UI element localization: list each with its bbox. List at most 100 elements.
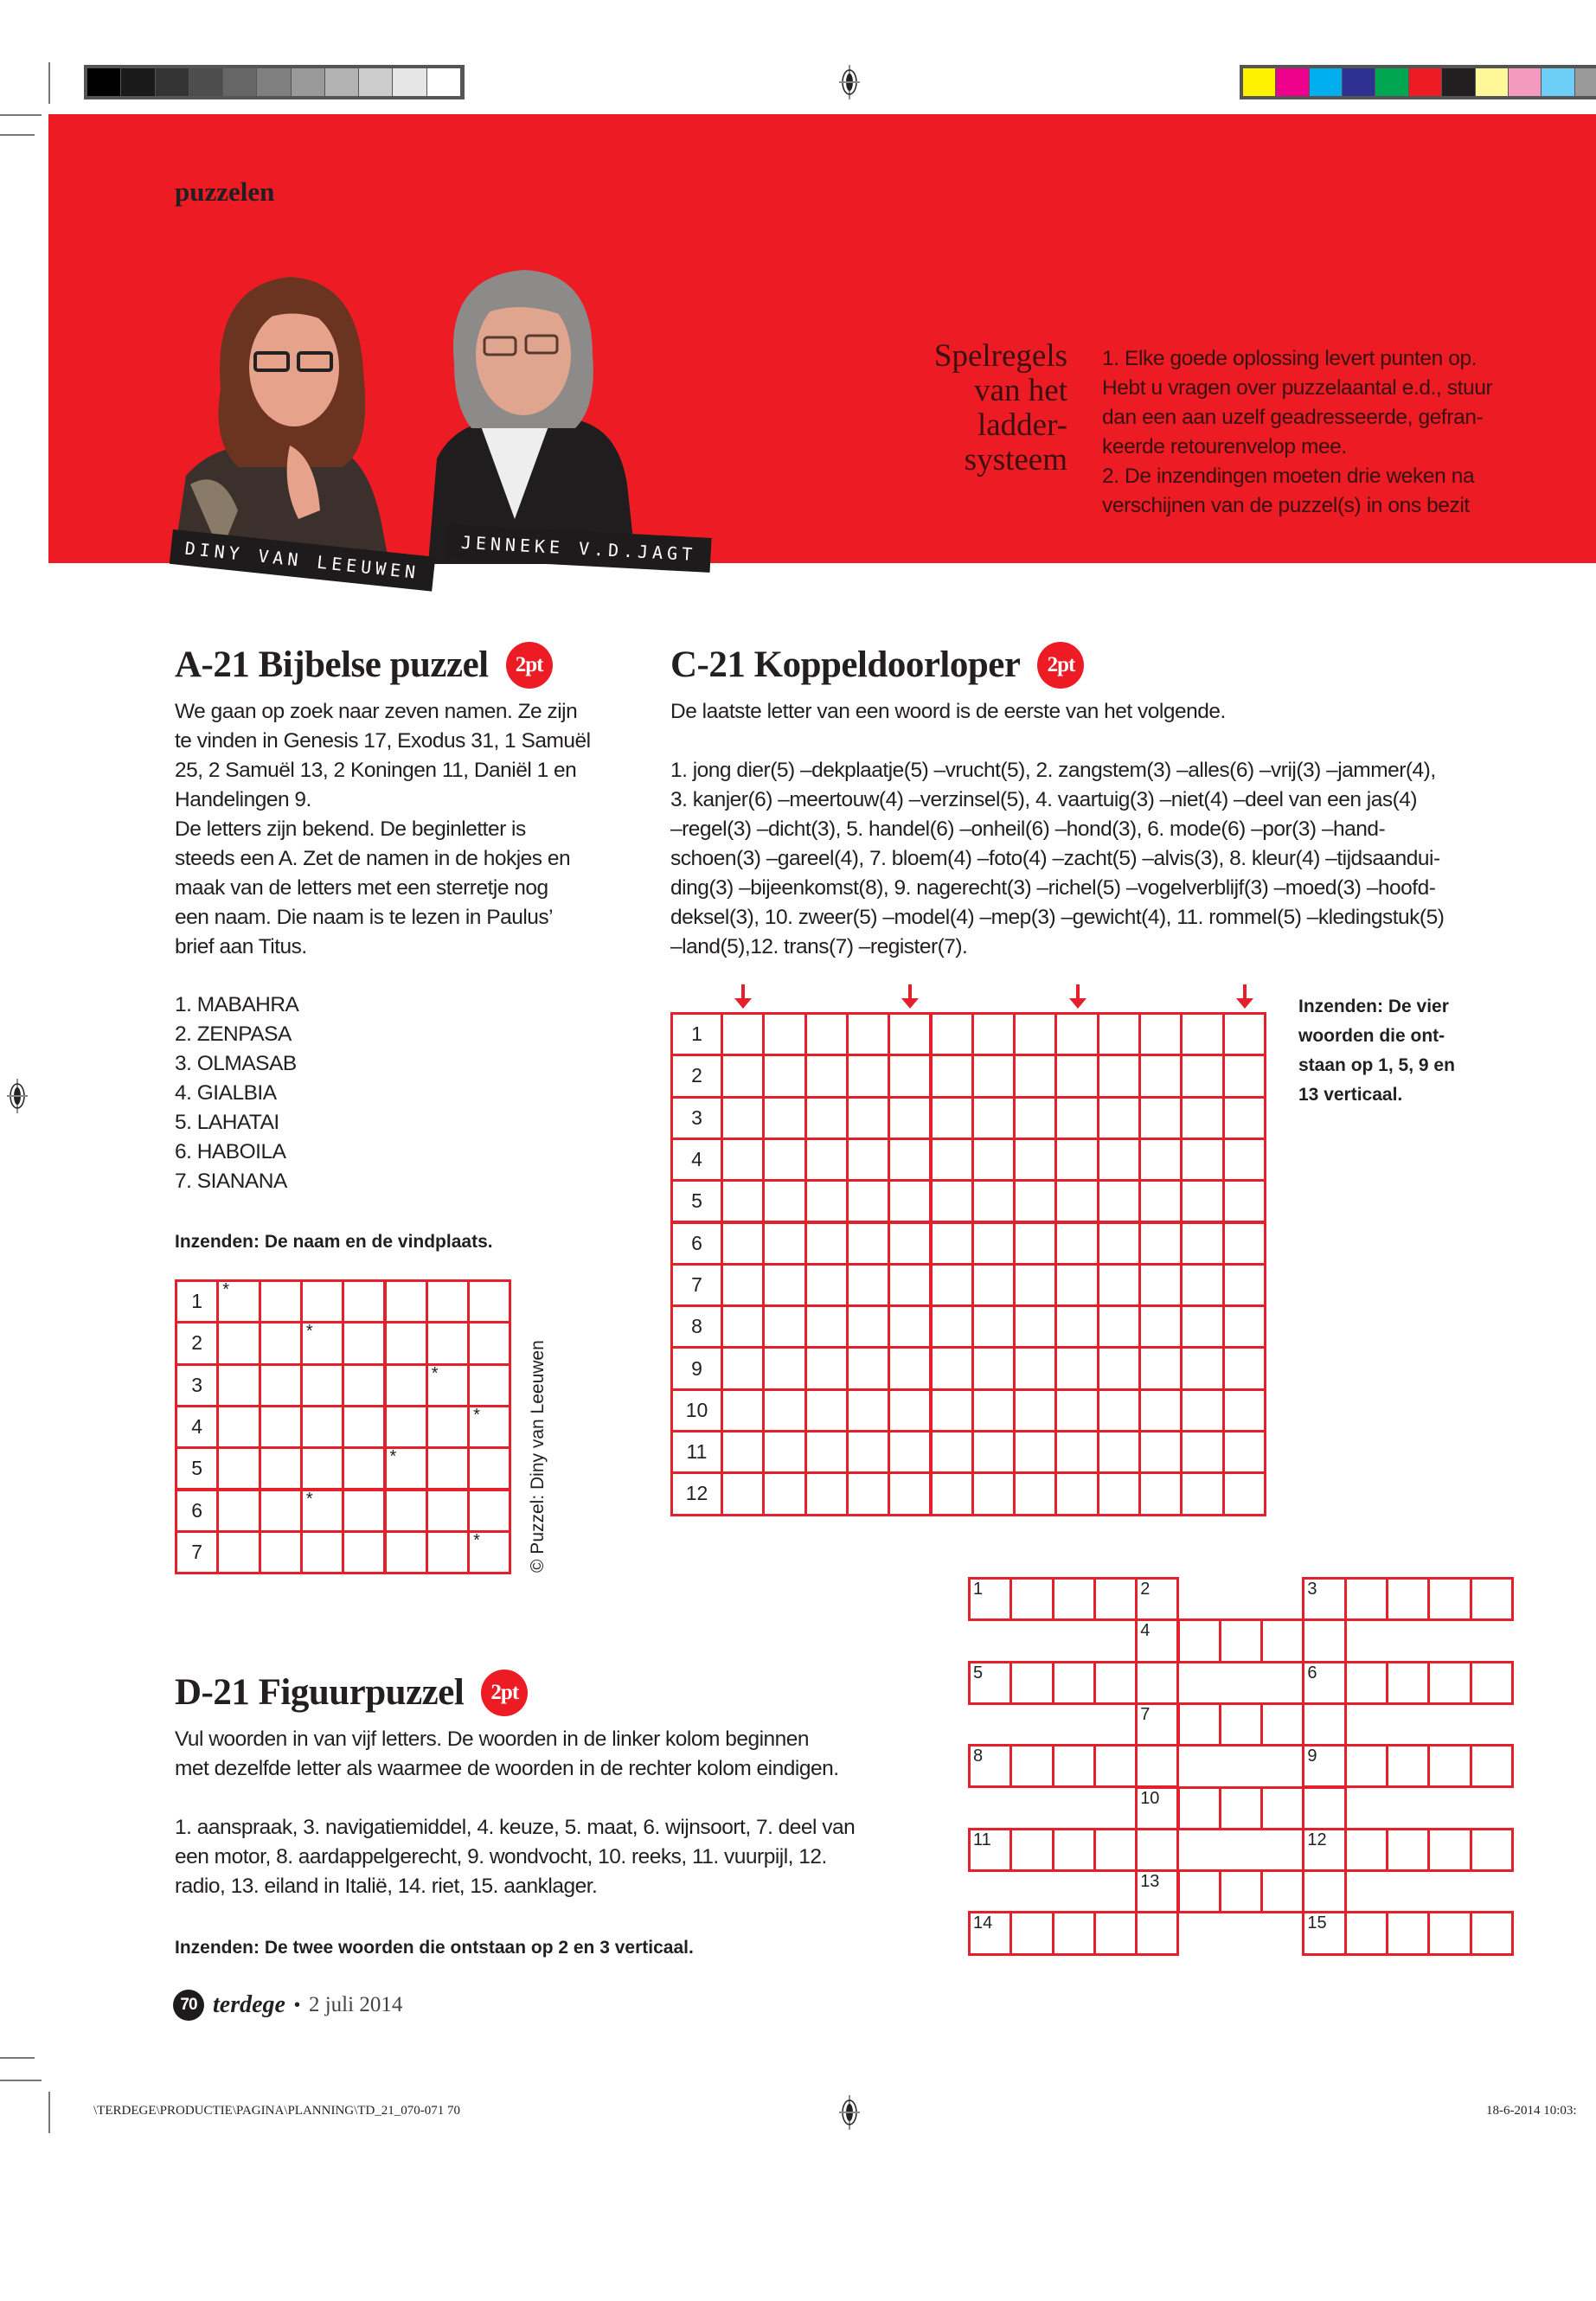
letter-cell[interactable]: [762, 1346, 807, 1391]
letter-cell[interactable]: [1386, 1744, 1431, 1789]
letter-cell[interactable]: [1135, 1911, 1180, 1956]
letter-cell[interactable]: [1427, 1911, 1472, 1956]
letter-cell[interactable]: [1180, 1137, 1225, 1183]
letter-cell[interactable]: [1180, 1012, 1225, 1057]
letter-cell[interactable]: [1260, 1869, 1305, 1914]
letter-cell[interactable]: [425, 1404, 471, 1450]
letter-cell[interactable]: [971, 1179, 1016, 1224]
letter-cell[interactable]: [342, 1404, 387, 1450]
letter-cell[interactable]: [721, 1137, 766, 1183]
letter-cell[interactable]: 15: [1302, 1911, 1347, 1956]
letter-cell[interactable]: [845, 1388, 891, 1433]
letter-cell[interactable]: [1221, 1304, 1266, 1349]
letter-cell[interactable]: [888, 1054, 933, 1099]
letter-cell[interactable]: [1469, 1911, 1514, 1956]
letter-cell[interactable]: [1469, 1577, 1514, 1622]
letter-cell[interactable]: [1054, 1054, 1099, 1099]
letter-cell[interactable]: [929, 1137, 974, 1183]
letter-cell[interactable]: [804, 1221, 849, 1266]
letter-cell[interactable]: [1218, 1702, 1264, 1747]
letter-cell[interactable]: [258, 1446, 303, 1491]
letter-cell[interactable]: [804, 1430, 849, 1475]
letter-cell[interactable]: [804, 1179, 849, 1224]
letter-cell[interactable]: [299, 1362, 345, 1407]
letter-cell[interactable]: [721, 1054, 766, 1099]
letter-cell[interactable]: [721, 1012, 766, 1057]
letter-cell[interactable]: [1010, 1827, 1054, 1873]
letter-cell[interactable]: [804, 1054, 849, 1099]
letter-cell[interactable]: [929, 1179, 974, 1224]
letter-cell[interactable]: [804, 1137, 849, 1183]
letter-cell[interactable]: [1343, 1577, 1388, 1622]
letter-cell[interactable]: [1469, 1744, 1514, 1789]
letter-cell[interactable]: *: [299, 1321, 345, 1366]
letter-cell[interactable]: [1138, 1471, 1183, 1516]
letter-cell[interactable]: [425, 1529, 471, 1575]
letter-cell[interactable]: 10: [1135, 1785, 1180, 1830]
letter-cell[interactable]: [971, 1262, 1016, 1308]
letter-cell[interactable]: 9: [1302, 1744, 1347, 1789]
letter-cell[interactable]: [216, 1488, 261, 1533]
letter-cell[interactable]: [1013, 1430, 1058, 1475]
letter-cell[interactable]: *: [299, 1488, 345, 1533]
letter-cell[interactable]: [971, 1388, 1016, 1433]
letter-cell[interactable]: [1176, 1869, 1221, 1914]
letter-cell[interactable]: [1096, 1054, 1141, 1099]
letter-cell[interactable]: [762, 1471, 807, 1516]
letter-cell[interactable]: [888, 1471, 933, 1516]
letter-cell[interactable]: [1221, 1179, 1266, 1224]
letter-cell[interactable]: [762, 1137, 807, 1183]
letter-cell[interactable]: [1302, 1869, 1347, 1914]
letter-cell[interactable]: [1013, 1346, 1058, 1391]
letter-cell[interactable]: [299, 1279, 345, 1324]
letter-cell[interactable]: [721, 1388, 766, 1433]
letter-cell[interactable]: [971, 1304, 1016, 1349]
letter-cell[interactable]: [1051, 1911, 1096, 1956]
letter-cell[interactable]: [216, 1529, 261, 1575]
letter-cell[interactable]: [467, 1488, 512, 1533]
letter-cell[interactable]: [1180, 1179, 1225, 1224]
letter-cell[interactable]: [467, 1446, 512, 1491]
letter-cell[interactable]: [342, 1279, 387, 1324]
letter-cell[interactable]: [888, 1304, 933, 1349]
letter-cell[interactable]: [1221, 1430, 1266, 1475]
letter-cell[interactable]: [721, 1304, 766, 1349]
letter-cell[interactable]: [1013, 1137, 1058, 1183]
letter-cell[interactable]: [1093, 1660, 1138, 1705]
letter-cell[interactable]: [1096, 1179, 1141, 1224]
letter-cell[interactable]: [1096, 1221, 1141, 1266]
letter-cell[interactable]: [1176, 1702, 1221, 1747]
letter-cell[interactable]: [971, 1221, 1016, 1266]
letter-cell[interactable]: [721, 1179, 766, 1224]
letter-cell[interactable]: [1469, 1660, 1514, 1705]
letter-cell[interactable]: 8: [968, 1744, 1013, 1789]
letter-cell[interactable]: [845, 1012, 891, 1057]
letter-cell[interactable]: [1427, 1660, 1472, 1705]
letter-cell[interactable]: [1013, 1304, 1058, 1349]
letter-cell[interactable]: [1138, 1304, 1183, 1349]
letter-cell[interactable]: [258, 1529, 303, 1575]
letter-cell[interactable]: [971, 1012, 1016, 1057]
letter-cell[interactable]: [383, 1404, 428, 1450]
letter-cell[interactable]: [1343, 1827, 1388, 1873]
letter-cell[interactable]: [1180, 1304, 1225, 1349]
letter-cell[interactable]: [1343, 1911, 1388, 1956]
letter-cell[interactable]: [1013, 1179, 1058, 1224]
letter-cell[interactable]: [258, 1279, 303, 1324]
letter-cell[interactable]: 11: [968, 1827, 1013, 1873]
letter-cell[interactable]: [1180, 1095, 1225, 1140]
letter-cell[interactable]: [1054, 1095, 1099, 1140]
letter-cell[interactable]: 14: [968, 1911, 1013, 1956]
letter-cell[interactable]: [1221, 1221, 1266, 1266]
letter-cell[interactable]: [1343, 1660, 1388, 1705]
letter-cell[interactable]: [1013, 1388, 1058, 1433]
letter-cell[interactable]: [888, 1137, 933, 1183]
letter-cell[interactable]: 7: [1135, 1702, 1180, 1747]
letter-cell[interactable]: [1054, 1346, 1099, 1391]
letter-cell[interactable]: [1054, 1012, 1099, 1057]
letter-cell[interactable]: [1221, 1012, 1266, 1057]
letter-cell[interactable]: [845, 1304, 891, 1349]
letter-cell[interactable]: [888, 1388, 933, 1433]
letter-cell[interactable]: [971, 1346, 1016, 1391]
letter-cell[interactable]: [971, 1471, 1016, 1516]
